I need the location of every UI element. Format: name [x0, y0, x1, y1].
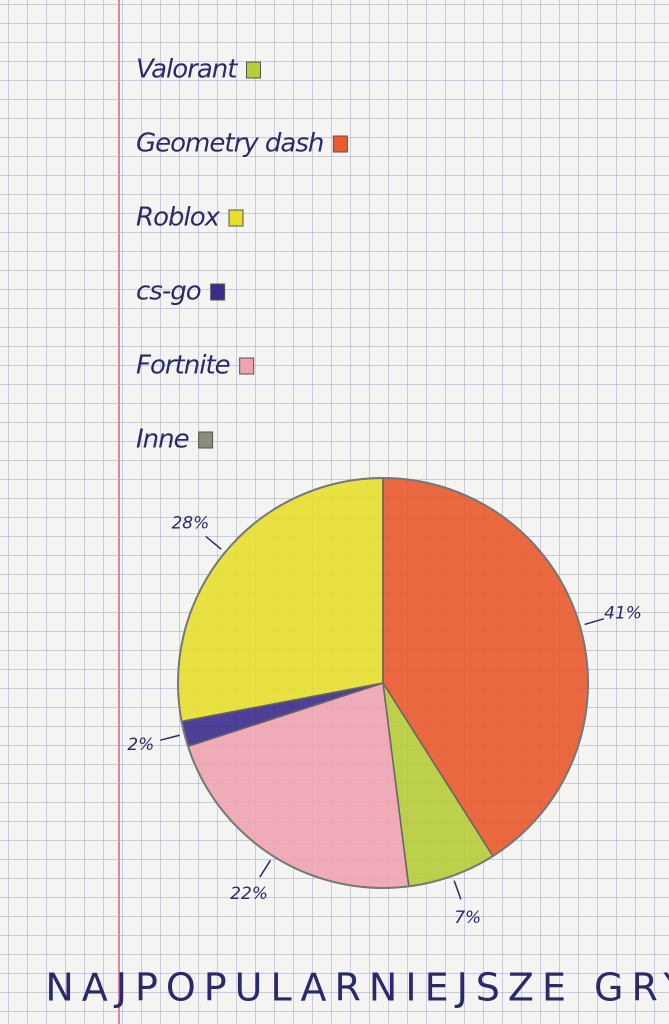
label-tick [453, 880, 462, 900]
label-tick [584, 618, 605, 626]
data-label: 2% [127, 735, 154, 755]
legend-swatch [239, 357, 255, 375]
data-label: 22% [230, 884, 268, 904]
legend-swatch [210, 283, 226, 301]
pie-outline [177, 477, 589, 889]
legend-swatch [245, 61, 261, 79]
label-tick [259, 859, 272, 878]
legend-label: Fortnite [136, 351, 230, 381]
legend-swatch [198, 431, 214, 449]
legend-label: Valorant [136, 55, 238, 85]
legend-label: Inne [136, 425, 189, 455]
data-label: 41% [604, 603, 642, 623]
legend-label: Roblox [136, 203, 221, 233]
label-tick [160, 734, 180, 741]
legend-label: cs-go [136, 277, 201, 307]
chart-title: NAJPOPULARNIEJSZE GRY [45, 966, 669, 1010]
data-label: 7% [454, 908, 481, 928]
data-label: 28% [171, 514, 209, 534]
label-tick [205, 535, 222, 550]
legend-swatch [332, 135, 348, 153]
legend-label: Geometry dash [136, 129, 323, 159]
legend-swatch [228, 209, 244, 227]
margin-line [118, 0, 120, 1024]
